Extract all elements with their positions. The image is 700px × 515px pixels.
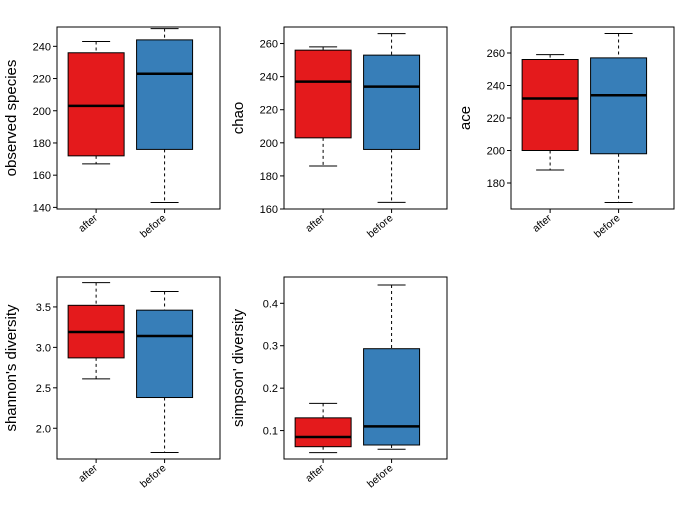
y-tick-label: 140 bbox=[33, 202, 51, 214]
plot-frame bbox=[56, 276, 221, 460]
y-tick-label: 180 bbox=[260, 171, 278, 183]
box-before bbox=[363, 33, 421, 203]
iqr-box bbox=[294, 417, 352, 448]
y-tick-label: 160 bbox=[33, 170, 51, 182]
y-tick-label: 2.0 bbox=[36, 423, 51, 435]
x-tick-label: after bbox=[303, 462, 327, 485]
x-tick-label: after bbox=[530, 212, 554, 235]
x-tick-label: before bbox=[365, 212, 396, 240]
chart-panel: 180 200 220 240 260 ace after before bbox=[457, 26, 675, 240]
y-tick-label: 220 bbox=[33, 74, 51, 86]
x-tick-label: before bbox=[365, 462, 396, 490]
box-after bbox=[521, 54, 579, 171]
y-tick-label: 220 bbox=[260, 105, 278, 117]
x-tick-label: after bbox=[76, 212, 100, 235]
iqr-box bbox=[136, 309, 194, 399]
chart-panel: 0.1 0.2 0.3 0.4 simpson' diversity after befor… bbox=[230, 276, 448, 490]
iqr-box bbox=[294, 49, 352, 139]
iqr-box bbox=[363, 348, 421, 446]
x-tick-label: after bbox=[303, 212, 327, 235]
y-axis-label: chao bbox=[230, 102, 247, 135]
x-tick-label: before bbox=[138, 462, 169, 490]
y-tick-label: 0.4 bbox=[263, 298, 278, 310]
y-tick-label: 260 bbox=[487, 48, 505, 60]
y-tick-label: 180 bbox=[33, 138, 51, 150]
chart-panel: 160 180 200 220 240 260 chao after before bbox=[230, 26, 448, 240]
chart-panel: 140 160 180 200 220 240 observed species after b… bbox=[3, 26, 221, 240]
plot-frame bbox=[56, 26, 221, 210]
y-axis-label: simpson' diversity bbox=[230, 309, 247, 427]
y-tick-label: 240 bbox=[487, 81, 505, 93]
y-tick-label: 240 bbox=[33, 41, 51, 53]
y-tick-label: 200 bbox=[260, 138, 278, 150]
box-after bbox=[67, 282, 125, 380]
iqr-box bbox=[136, 39, 194, 150]
iqr-box bbox=[363, 54, 421, 150]
y-tick-label: 200 bbox=[33, 106, 51, 118]
chart-panel: 2.0 2.5 3.0 3.5 shannon's diversity after befo… bbox=[3, 276, 221, 490]
y-tick-label: 2.5 bbox=[36, 383, 51, 395]
y-axis-label: observed species bbox=[3, 60, 20, 177]
x-tick-label: after bbox=[76, 462, 100, 485]
box-before bbox=[136, 28, 194, 204]
iqr-box bbox=[590, 57, 648, 155]
y-tick-label: 0.2 bbox=[263, 383, 278, 395]
x-tick-label: before bbox=[138, 212, 169, 240]
box-after bbox=[294, 402, 352, 454]
plot-frame bbox=[283, 276, 448, 460]
y-tick-label: 3.0 bbox=[36, 342, 51, 354]
y-tick-label: 0.3 bbox=[263, 341, 278, 353]
iqr-box bbox=[521, 59, 579, 151]
y-tick-label: 0.1 bbox=[263, 426, 278, 438]
y-axis-label: ace bbox=[457, 106, 474, 130]
y-axis-label: shannon's diversity bbox=[3, 304, 20, 432]
iqr-box bbox=[67, 52, 125, 157]
y-tick-label: 240 bbox=[260, 72, 278, 84]
box-after bbox=[67, 40, 125, 165]
y-tick-label: 220 bbox=[487, 113, 505, 125]
box-after bbox=[294, 46, 352, 167]
plot-frame bbox=[283, 26, 448, 210]
box-before bbox=[363, 284, 421, 450]
y-tick-label: 200 bbox=[487, 146, 505, 158]
x-tick-label: before bbox=[592, 212, 623, 240]
y-tick-label: 3.5 bbox=[36, 302, 51, 314]
y-tick-label: 180 bbox=[487, 178, 505, 190]
y-tick-label: 260 bbox=[260, 39, 278, 51]
box-before bbox=[590, 33, 648, 203]
box-before bbox=[136, 291, 194, 454]
y-tick-label: 160 bbox=[260, 204, 278, 216]
